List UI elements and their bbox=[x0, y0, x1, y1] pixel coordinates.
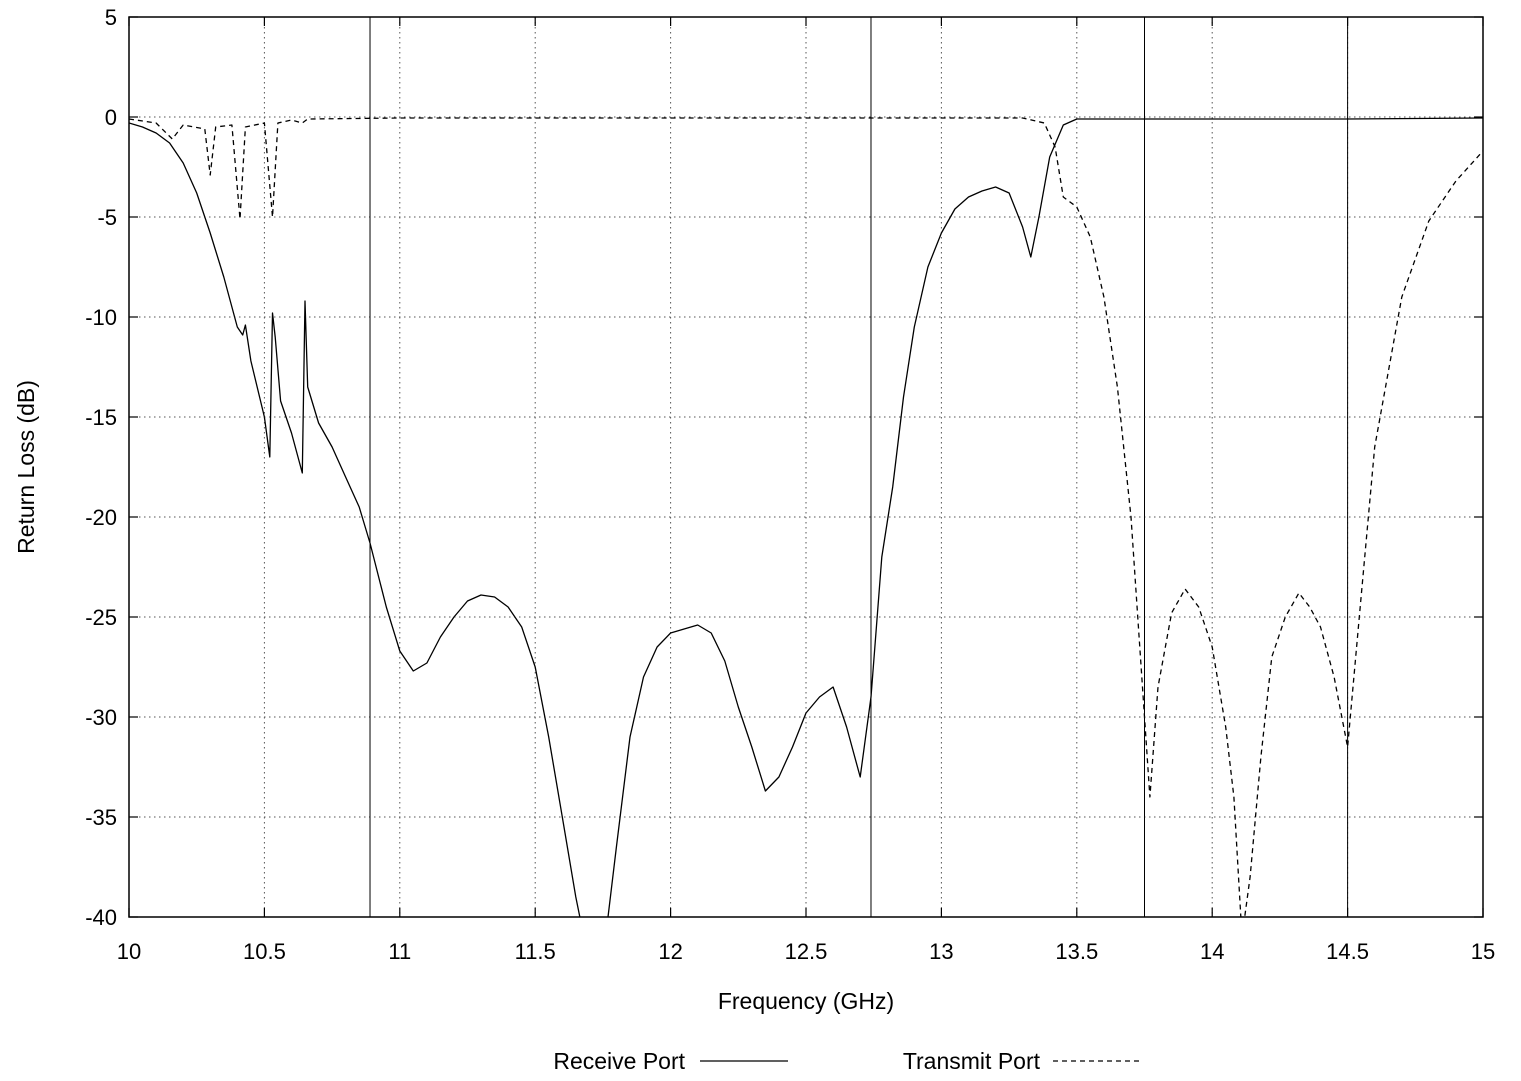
y-tick-label: -5 bbox=[97, 205, 117, 230]
y-tick-label: -10 bbox=[85, 305, 117, 330]
x-tick-label: 14 bbox=[1200, 939, 1224, 964]
marker-lines bbox=[369, 17, 1349, 917]
series-line-receive-port bbox=[129, 117, 1483, 917]
series-lines bbox=[129, 117, 1483, 917]
x-tick-label: 13.5 bbox=[1055, 939, 1098, 964]
x-axis-label: Frequency (GHz) bbox=[718, 988, 894, 1014]
y-tick-label: 5 bbox=[105, 5, 117, 30]
tick-marks bbox=[128, 16, 1484, 918]
y-axis-label: Return Loss (dB) bbox=[13, 380, 39, 554]
y-tick-label: -35 bbox=[85, 805, 117, 830]
y-tick-labels: 5 0 -5 -10 -15 -20 -25 -30 -35 -40 bbox=[85, 5, 117, 930]
x-tick-label: 12 bbox=[658, 939, 682, 964]
y-tick-label: -20 bbox=[85, 505, 117, 530]
x-tick-labels: 10 10.5 11 11.5 12 12.5 13 13.5 14 14.5 15 bbox=[117, 939, 1495, 964]
y-tick-label: -30 bbox=[85, 705, 117, 730]
series-line-transmit-port bbox=[129, 117, 1483, 917]
x-tick-label: 13 bbox=[929, 939, 953, 964]
x-tick-label: 10.5 bbox=[243, 939, 286, 964]
x-tick-label: 14.5 bbox=[1326, 939, 1369, 964]
x-tick-label: 11.5 bbox=[515, 939, 556, 964]
x-tick-label: 15 bbox=[1471, 939, 1495, 964]
y-tick-label: -40 bbox=[85, 905, 117, 930]
x-tick-label: 12.5 bbox=[785, 939, 828, 964]
legend-label-transmit-port: Transmit Port bbox=[903, 1048, 1041, 1074]
grid-lines bbox=[129, 17, 1483, 917]
y-tick-label: -25 bbox=[85, 605, 117, 630]
y-tick-label: 0 bbox=[105, 105, 117, 130]
x-tick-label: 11 bbox=[388, 939, 411, 964]
legend: Receive Port Transmit Port bbox=[553, 1048, 1141, 1074]
y-tick-label: -15 bbox=[85, 405, 117, 430]
x-tick-label: 10 bbox=[117, 939, 141, 964]
legend-label-receive-port: Receive Port bbox=[553, 1048, 685, 1074]
